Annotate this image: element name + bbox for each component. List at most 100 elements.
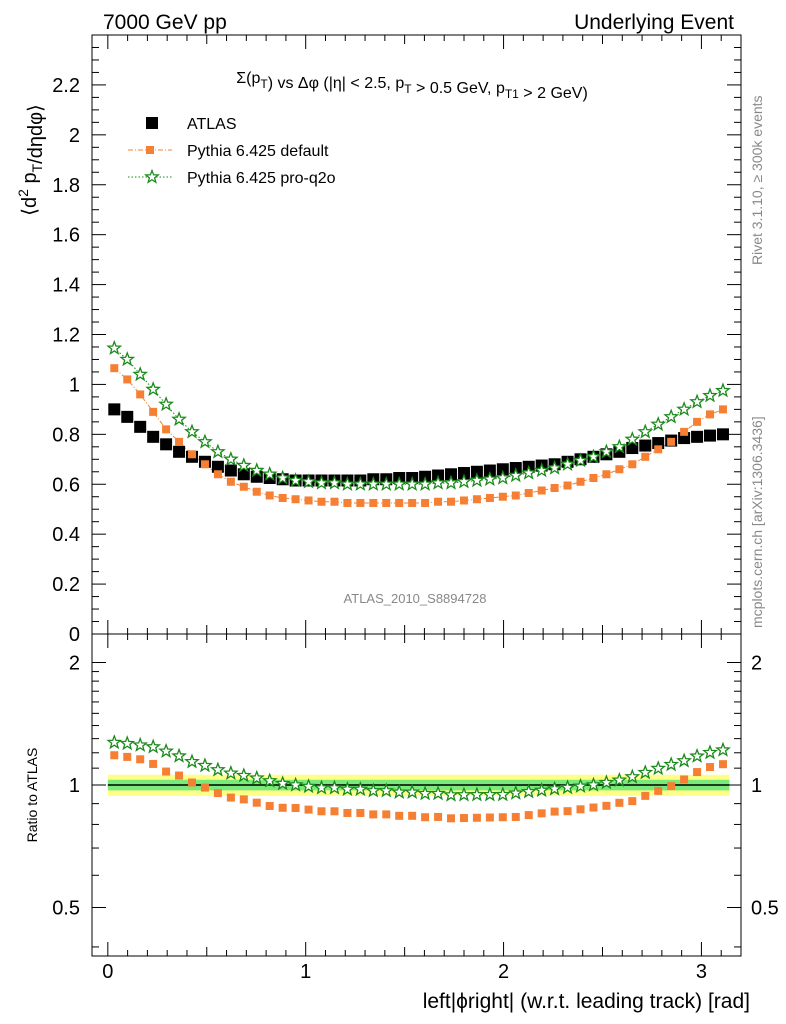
y-tick-label: 1.2 — [52, 325, 80, 347]
ratio-point-pythia-6-425-default — [356, 808, 365, 817]
point-pythia-6-425-pro-q2o — [184, 423, 200, 439]
legend-label-proq2o: Pythia 6.425 pro-q2o — [187, 170, 336, 187]
ratio-point-pythia-6-425-pro-q2o — [443, 786, 459, 802]
point-pythia-6-425-pro-q2o — [248, 462, 265, 478]
point-pythia-6-425-default — [175, 437, 184, 446]
ratio-point-pythia-6-425-pro-q2o — [520, 783, 537, 799]
point-pythia-6-425-pro-q2o — [611, 438, 628, 454]
point-pythia-6-425-pro-q2o — [313, 474, 330, 490]
legend: ATLAS Pythia 6.425 default Pythia 6.425 … — [128, 116, 336, 187]
ratio-point-pythia-6-425-pro-q2o — [184, 753, 200, 769]
point-pythia-6-425-default — [136, 390, 145, 399]
ratio-point-pythia-6-425-pro-q2o — [261, 772, 278, 788]
ratio-point-pythia-6-425-default — [162, 767, 171, 776]
ratio-point-pythia-6-425-pro-q2o — [352, 781, 369, 797]
point-pythia-6-425-default — [356, 498, 365, 507]
ratio-point-pythia-6-425-default — [459, 814, 468, 823]
point-pythia-6-425-pro-q2o — [145, 381, 162, 397]
rivet-label: Rivet 3.1.10, ≥ 300k events — [749, 95, 765, 265]
point-pythia-6-425-pro-q2o — [546, 459, 563, 475]
ratio-point-pythia-6-425-default — [434, 812, 443, 821]
point-pythia-6-425-default — [434, 497, 443, 506]
y-tick-label: 1 — [69, 374, 80, 396]
ratio-point-pythia-6-425-pro-q2o — [430, 785, 447, 801]
point-atlas — [211, 460, 224, 473]
ratio-point-pythia-6-425-default — [317, 807, 326, 816]
point-atlas — [691, 430, 704, 443]
point-pythia-6-425-pro-q2o — [559, 455, 576, 472]
ratio-point-pythia-6-425-default — [278, 803, 287, 812]
point-pythia-6-425-pro-q2o — [417, 475, 434, 492]
ratio-point-pythia-6-425-default — [615, 798, 624, 807]
y-axis-label: ⟨d2 pT/dηdφ⟩ — [15, 104, 47, 216]
point-pythia-6-425-pro-q2o — [222, 450, 239, 467]
ratio-point-pythia-6-425-pro-q2o — [209, 761, 226, 777]
point-atlas — [457, 467, 470, 480]
point-pythia-6-425-default — [447, 497, 456, 506]
y-tick-label: 0.6 — [52, 474, 80, 496]
point-pythia-6-425-default — [343, 498, 352, 507]
ratio-tick-label-right: 2 — [751, 653, 762, 675]
point-pythia-6-425-default — [252, 487, 261, 496]
ratio-point-pythia-6-425-pro-q2o — [171, 747, 188, 763]
point-pythia-6-425-default — [680, 427, 689, 436]
ratio-point-pythia-6-425-default — [213, 789, 222, 798]
point-atlas — [483, 464, 496, 477]
series-lines — [113, 347, 724, 504]
ratio-point-pythia-6-425-pro-q2o — [702, 744, 718, 760]
y-tick-label: 0.2 — [52, 574, 80, 596]
ratio-tick-label-left: 0.5 — [52, 897, 80, 919]
ratio-point-pythia-6-425-pro-q2o — [313, 779, 330, 795]
point-pythia-6-425-default — [550, 483, 559, 492]
point-pythia-6-425-default — [563, 481, 572, 490]
ratio-point-pythia-6-425-pro-q2o — [106, 734, 123, 750]
ratio-point-pythia-6-425-pro-q2o — [158, 742, 175, 758]
y-tick-label: 0 — [69, 624, 80, 646]
ratio-point-pythia-6-425-pro-q2o — [326, 779, 343, 795]
y-tick-label: 1.4 — [52, 275, 80, 297]
legend-marker-atlas — [146, 117, 158, 129]
point-pythia-6-425-default — [330, 497, 339, 506]
point-pythia-6-425-pro-q2o — [624, 430, 641, 447]
ratio-tick-label-left: 1 — [69, 775, 80, 797]
point-pythia-6-425-pro-q2o — [352, 475, 369, 492]
point-pythia-6-425-pro-q2o — [572, 452, 589, 468]
point-pythia-6-425-default — [485, 493, 494, 502]
point-pythia-6-425-default — [382, 498, 391, 507]
ratio-point-pythia-6-425-pro-q2o — [676, 752, 693, 768]
point-pythia-6-425-default — [421, 498, 430, 507]
ratio-point-pythia-6-425-default — [200, 783, 209, 792]
ratio-point-pythia-6-425-default — [706, 763, 715, 772]
point-pythia-6-425-pro-q2o — [339, 475, 356, 492]
point-pythia-6-425-default — [654, 445, 663, 454]
ratio-point-pythia-6-425-default — [265, 801, 274, 810]
ratio-tick-label-right: 1 — [751, 775, 762, 797]
ratio-point-pythia-6-425-pro-q2o — [572, 777, 589, 794]
point-pythia-6-425-pro-q2o — [235, 457, 252, 473]
x-axis-label: left|ϕright| (w.r.t. leading track) [rad… — [423, 990, 750, 1013]
ratio-point-pythia-6-425-default — [602, 801, 611, 810]
point-pythia-6-425-default — [278, 493, 287, 502]
point-pythia-6-425-pro-q2o — [637, 423, 654, 439]
point-atlas — [704, 429, 717, 442]
ratio-point-pythia-6-425-default — [123, 752, 132, 761]
series-points — [106, 339, 731, 507]
svg-text:⟨d2 pT/dηdφ⟩: ⟨d2 pT/dηdφ⟩ — [15, 104, 47, 216]
axis-tick-labels: 0 1 2 3 0 0.2 0.4 0.6 0.8 1 1.2 1.4 1.6 1.8 2 2.2 0.5 0.5… — [52, 75, 779, 983]
point-atlas — [108, 403, 121, 416]
point-pythia-6-425-pro-q2o — [468, 472, 485, 488]
analysis-watermark: ATLAS_2010_S8894728 — [344, 591, 487, 606]
point-pythia-6-425-default — [213, 470, 222, 479]
point-pythia-6-425-pro-q2o — [106, 339, 123, 355]
ratio-point-pythia-6-425-pro-q2o — [481, 786, 498, 802]
point-atlas — [445, 468, 458, 481]
ratio-point-pythia-6-425-default — [718, 760, 727, 769]
point-atlas — [173, 445, 186, 458]
point-atlas — [160, 438, 173, 451]
point-pythia-6-425-default — [123, 375, 132, 384]
header-left: 7000 GeV pp — [103, 11, 227, 34]
plot-title: Σ(pT) vs Δφ (|η| < 2.5, pT > 0.5 GeV, pT… — [236, 70, 588, 102]
ratio-point-pythia-6-425-default — [304, 805, 313, 814]
ratio-point-pythia-6-425-default — [149, 759, 158, 768]
ratio-point-pythia-6-425-pro-q2o — [624, 768, 641, 784]
